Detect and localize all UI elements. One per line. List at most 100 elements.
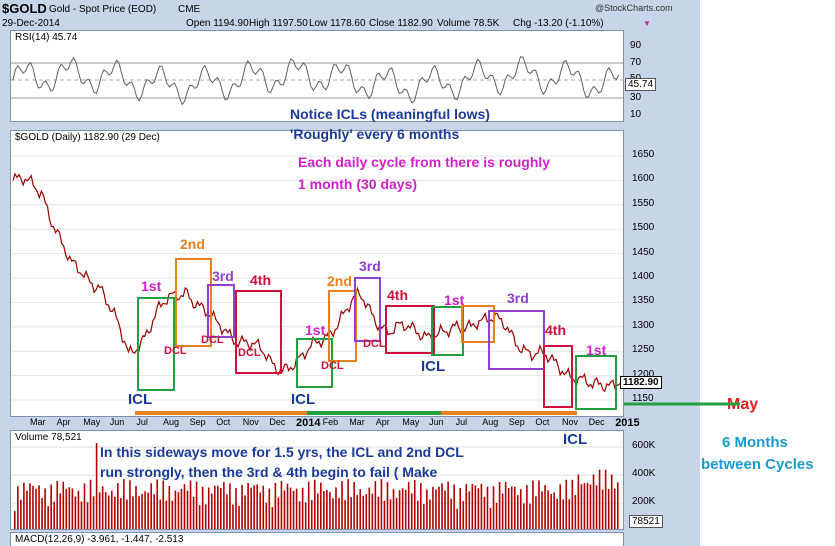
volume-bar (92, 496, 95, 529)
volume-bar (613, 488, 616, 529)
volume-bar (271, 507, 274, 529)
x-tick: Dec (588, 417, 605, 427)
brand-logo: @StockCharts.com (595, 3, 673, 13)
cycle-label-2nd: 2nd (180, 236, 205, 252)
volume-bar (426, 489, 428, 529)
volume-bar (120, 498, 122, 529)
volume-bar (286, 483, 289, 529)
volume-bar (86, 502, 89, 529)
volume-bar (210, 493, 213, 529)
volume-bar (256, 484, 258, 529)
volume-bar (156, 479, 159, 529)
volume-bar (368, 487, 371, 529)
cycle-label-1st: 1st (586, 342, 607, 358)
volume-bar (429, 499, 431, 529)
rsi-pane: RSI(14) 45.74 (10, 30, 624, 122)
volume-bar (74, 496, 77, 529)
volume-bar (207, 487, 210, 529)
price-pane: $GOLD (Daily) 1182.90 (29 Dec) (10, 130, 624, 417)
volume-bar (344, 500, 346, 529)
note-fail: run strongly, then the 3rd & 4th begin t… (100, 464, 438, 480)
dcl-label: DCL (201, 334, 224, 346)
volume-bar (453, 484, 455, 529)
volume-bar (132, 496, 134, 529)
volume-bar (571, 479, 574, 529)
volume-bar (413, 480, 416, 529)
volume-bar (474, 485, 477, 529)
volume-bar (50, 484, 52, 529)
volume-bar (438, 486, 440, 529)
volume-bar (589, 484, 592, 529)
rsi-tick: 30 (630, 92, 642, 103)
volume-bar (462, 501, 465, 529)
cycle-label-4th: 4th (545, 322, 566, 338)
chart-date: 29-Dec-2014 (2, 18, 60, 29)
volume-bar (304, 502, 307, 529)
volume-bar (465, 484, 468, 529)
volume-bar (601, 489, 604, 529)
volume-bar (401, 488, 404, 529)
volume-bar (226, 494, 228, 529)
volume-bar (192, 496, 195, 529)
volume-bar (520, 489, 522, 529)
volume-bar (435, 489, 437, 529)
volume-bar (541, 491, 543, 529)
volume-bar (77, 490, 80, 529)
volume-bar (283, 490, 286, 529)
x-tick: Nov (242, 417, 259, 427)
volume-bar (162, 480, 165, 529)
x-tick: Aug (482, 417, 499, 427)
cycle-box-1st (137, 297, 175, 391)
volume-bar (44, 488, 46, 529)
volume-bar (104, 492, 107, 529)
volume-bar (577, 474, 580, 529)
volume-bar (223, 482, 225, 529)
volume-bar (150, 483, 152, 529)
note-30-days: 1 month (30 days) (298, 176, 418, 192)
volume-bar (444, 490, 446, 529)
volume-bar (423, 504, 425, 529)
cycle-label-3rd: 3rd (507, 290, 529, 306)
cycle-box-4th (235, 290, 282, 374)
volume-bars (14, 443, 619, 529)
volume-bar (80, 501, 83, 529)
note-6-months: 'Roughly' every 6 months (290, 126, 460, 142)
dcl-label: DCL (164, 345, 187, 357)
volume-bar (341, 481, 343, 529)
volume-bar (123, 479, 125, 529)
volume-bar (347, 479, 349, 529)
volume-bar (374, 481, 377, 529)
dcl-label: DCL (321, 360, 344, 372)
volume-bar (410, 493, 413, 529)
volume-bar (317, 493, 319, 529)
rsi-axis: 90 70 50 30 10 45.74 (624, 30, 700, 122)
dropdown-triangle-icon[interactable]: ▼ (643, 19, 651, 28)
rsi-tick: 90 (630, 40, 642, 51)
volume-bar (441, 483, 443, 529)
cycle-box-3rd-b (354, 277, 381, 342)
volume-bar (398, 490, 401, 529)
volume-bar (356, 495, 358, 529)
price-tick: 1450 (632, 246, 655, 258)
dcl-label: DCL (238, 347, 261, 359)
x-tick: Mar (349, 417, 365, 427)
rsi-last-value: 45.74 (625, 78, 657, 91)
volume-bar (504, 481, 507, 529)
rsi-tick: 70 (630, 57, 642, 68)
x-tick: May (83, 417, 101, 427)
volume-tick: 200K (632, 496, 656, 507)
volume-bar (595, 485, 598, 529)
volume-bar (253, 485, 255, 529)
volume-bar (592, 474, 595, 529)
volume-bar (235, 488, 237, 529)
price-tick: 1500 (632, 222, 655, 234)
volume-bar (323, 491, 325, 529)
volume-bar (513, 486, 516, 529)
price-tick: 1200 (632, 368, 655, 380)
volume-bar (153, 494, 155, 529)
volume-bar (241, 484, 243, 529)
cycle-box-3rd (207, 284, 235, 338)
icl-label: ICL (421, 358, 446, 375)
volume-pane: Volume 78,521 (10, 430, 624, 530)
volume-bar (553, 492, 555, 529)
